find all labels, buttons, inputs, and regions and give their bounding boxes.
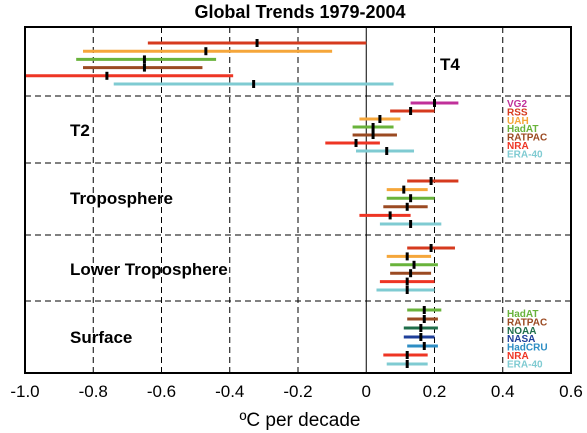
trend-center-marker [385, 147, 389, 155]
trend-center-marker [405, 277, 409, 286]
trend-center-marker [405, 252, 409, 261]
trend-center-marker [252, 80, 256, 88]
legend-entry: RATPAC [507, 317, 547, 328]
trend-center-marker [419, 324, 423, 332]
trend-center-marker [409, 220, 413, 228]
trend-center-marker [433, 99, 436, 107]
legend-entry: VG2 [507, 99, 527, 110]
x-tick-labels: -1.0 -0.8 -0.6 -0.4 -0.2 0 0.2 0.4 0.6 [10, 382, 582, 401]
x-tick-label: -0.8 [79, 382, 108, 401]
trend-center-marker [378, 115, 382, 123]
trend-center-marker [142, 55, 146, 64]
legend-entry: NRA [507, 351, 529, 362]
panel-labels: T4 T2 Troposphere Lower Troposphere Surface [70, 55, 460, 347]
trend-center-marker [429, 177, 433, 185]
trend-center-marker [402, 185, 406, 194]
trend-center-marker [354, 139, 358, 147]
trend-center-marker [142, 63, 146, 72]
legend-entry: UAH [507, 116, 529, 127]
trend-center-marker [422, 306, 426, 314]
panel-label: Surface [70, 328, 132, 347]
panel-label: Troposphere [70, 189, 173, 208]
legend-entry: NOAA [507, 326, 536, 337]
legends: VG2RSSUAHHadATRATPACNRAERA-40HadATRATPAC… [507, 99, 548, 370]
x-tick-label: -0.2 [283, 382, 312, 401]
trend-center-marker [409, 269, 413, 278]
x-axis-label: ºC per decade [239, 410, 360, 431]
grid-lines [92, 27, 504, 373]
panel-separators [25, 95, 571, 302]
trend-center-marker [405, 202, 409, 211]
legend-entry: HadCRU [507, 343, 548, 354]
trend-center-marker [388, 211, 392, 220]
trend-center-marker [422, 315, 426, 323]
x-tick-label: 0.4 [491, 382, 515, 401]
trend-center-marker [409, 194, 413, 203]
panel-label: Lower Troposphere [70, 260, 228, 279]
trend-center-marker [255, 39, 259, 47]
x-tick-label: -0.4 [215, 382, 244, 401]
trend-center-marker [409, 107, 413, 115]
legend-entry: HadAT [507, 309, 538, 320]
trend-center-marker [419, 333, 423, 341]
trend-center-marker [429, 244, 433, 252]
legend-entry: ERA-40 [507, 359, 543, 370]
trend-center-marker [371, 123, 375, 131]
legend-entry: HadAT [507, 124, 538, 135]
panel-label: T2 [70, 121, 90, 140]
trend-center-marker [371, 131, 375, 139]
trend-center-marker [405, 286, 409, 294]
legend-entry: ERA-40 [507, 149, 543, 160]
x-tick-label: 0.2 [423, 382, 447, 401]
chart-title: Global Trends 1979-2004 [194, 2, 405, 22]
plot-frame [24, 26, 572, 374]
x-tick-label: 0 [362, 382, 371, 401]
legend-entry: RATPAC [507, 133, 547, 144]
x-tick-label: 0.6 [559, 382, 583, 401]
x-tick-label: -1.0 [10, 382, 39, 401]
legend-entry: NASA [507, 334, 535, 345]
trend-center-marker [405, 351, 409, 359]
x-tick-label: -0.6 [147, 382, 176, 401]
trend-center-marker [422, 342, 426, 350]
legend-entry: NRA [507, 141, 529, 152]
trend-center-marker [405, 360, 409, 368]
trend-center-marker [105, 71, 109, 80]
trend-center-marker [412, 260, 416, 269]
interval-bars [25, 39, 459, 368]
legend-entry: RSS [507, 107, 528, 118]
trend-center-marker [204, 47, 208, 56]
panel-label: T4 [440, 55, 460, 74]
